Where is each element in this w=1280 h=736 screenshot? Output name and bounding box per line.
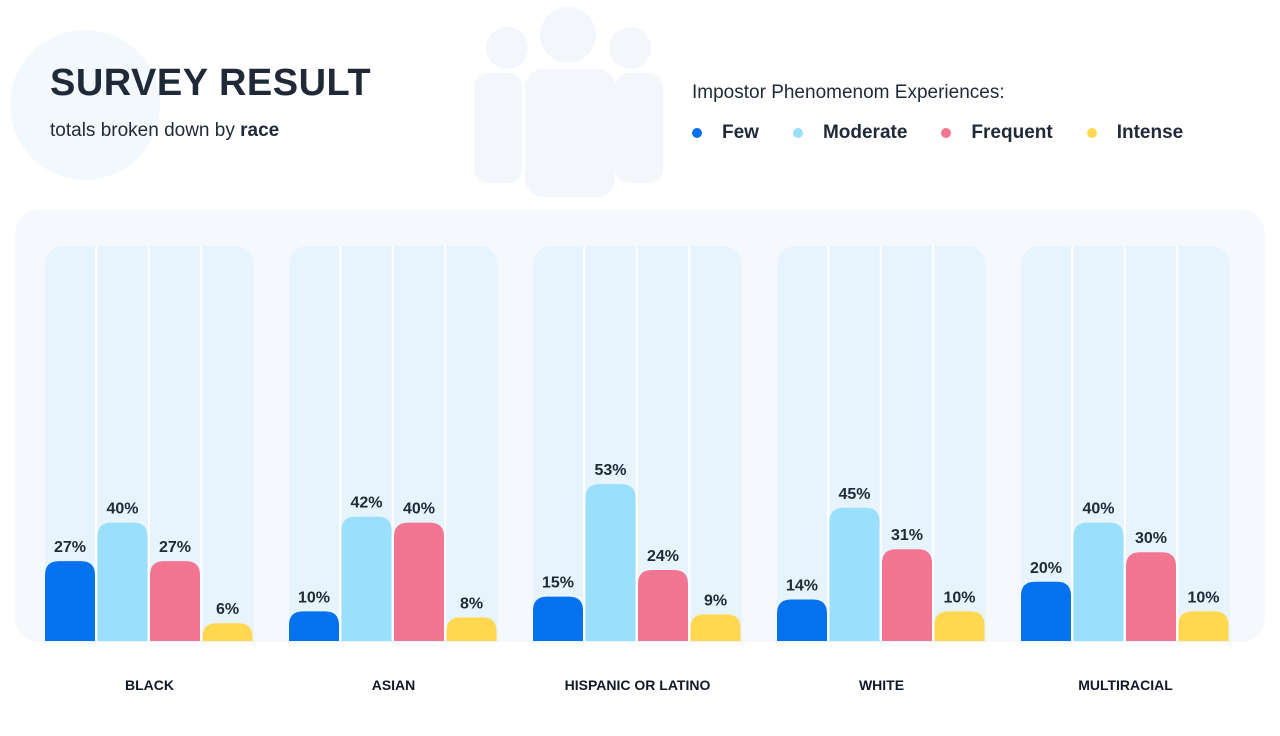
legend-dot-intense (1086, 128, 1097, 138)
baseline-mask (1019, 642, 1232, 664)
baseline-mask (43, 642, 256, 664)
bar-white-moderate (829, 507, 880, 641)
data-label-multiracial-intense: 10% (1187, 589, 1219, 606)
decorative-circle (10, 30, 160, 180)
bar-asian-few (289, 611, 339, 641)
data-label-hispanic-or-latino-moderate: 53% (594, 462, 626, 479)
category-label-black: BLACK (125, 677, 174, 693)
bar-hispanic-or-latino-frequent (638, 569, 688, 641)
data-label-hispanic-or-latino-frequent: 24% (647, 548, 679, 565)
legend-dot-moderate (792, 128, 803, 138)
data-label-multiracial-frequent: 30% (1135, 530, 1167, 547)
bar-multiracial-few (1021, 581, 1071, 641)
page-subtitle: totals broken down by race (50, 120, 279, 142)
bar-white-frequent (882, 549, 932, 641)
data-label-multiracial-few: 20% (1030, 560, 1062, 577)
legend-label-moderate: Moderate (822, 122, 908, 143)
bar-white-intense (934, 611, 985, 641)
legend-label-intense: Intense (1116, 122, 1184, 143)
legend-label-frequent: Frequent (971, 122, 1053, 143)
legend-item-few: Few (692, 122, 759, 144)
bar-black-moderate (97, 522, 148, 641)
bar-black-few (45, 561, 95, 641)
data-label-multiracial-moderate: 40% (1082, 501, 1114, 518)
bar-black-intense (202, 623, 253, 641)
page-title: SURVEY RESULT (50, 62, 372, 104)
data-label-black-few: 27% (54, 539, 86, 556)
data-label-black-frequent: 27% (159, 539, 191, 556)
group-people-icon (474, 7, 663, 197)
category-label-multiracial: MULTIRACIAL (1078, 677, 1173, 693)
data-label-hispanic-or-latino-few: 15% (542, 575, 574, 592)
bar-asian-frequent (394, 522, 444, 641)
data-label-white-intense: 10% (943, 589, 975, 606)
data-label-white-few: 14% (786, 578, 818, 595)
bar-white-few (777, 599, 827, 641)
legend-dot-frequent (941, 128, 952, 138)
legend-title: Impostor Phenomenom Experiences: (692, 82, 1005, 103)
legend-item-intense: Intense (1086, 122, 1184, 144)
bar-multiracial-moderate (1073, 522, 1124, 641)
bar-asian-moderate (341, 516, 392, 641)
data-label-asian-frequent: 40% (403, 501, 435, 518)
bar-multiracial-frequent (1126, 552, 1176, 641)
legend: Few Moderate Frequent Intense (692, 122, 1183, 144)
data-label-asian-moderate: 42% (350, 495, 382, 512)
bar-hispanic-or-latino-few (533, 596, 583, 641)
bar-black-frequent (150, 561, 200, 641)
data-label-black-moderate: 40% (106, 501, 138, 518)
legend-item-frequent: Frequent (941, 122, 1053, 144)
baseline-mask (287, 642, 500, 664)
data-label-hispanic-or-latino-intense: 9% (704, 592, 727, 609)
bar-hispanic-or-latino-intense (690, 614, 741, 641)
legend-item-moderate: Moderate (792, 122, 908, 144)
subtitle-text: totals broken down by (50, 120, 241, 141)
baseline-mask (775, 642, 988, 664)
baseline-mask (531, 642, 744, 664)
data-label-asian-intense: 8% (460, 595, 483, 612)
legend-dot-few (692, 128, 702, 138)
data-label-white-moderate: 45% (838, 486, 870, 503)
data-label-asian-few: 10% (298, 589, 330, 606)
category-label-hispanic-or-latino: HISPANIC OR LATINO (565, 677, 711, 693)
bar-asian-intense (446, 617, 497, 641)
legend-label-few: Few (722, 122, 759, 143)
data-label-white-frequent: 31% (891, 527, 923, 544)
category-label-asian: ASIAN (372, 677, 416, 693)
bar-multiracial-intense (1178, 611, 1229, 641)
bar-hispanic-or-latino-moderate (585, 484, 636, 641)
subtitle-emphasis: race (240, 120, 280, 141)
data-label-black-intense: 6% (216, 601, 239, 618)
category-label-white: WHITE (859, 677, 904, 693)
